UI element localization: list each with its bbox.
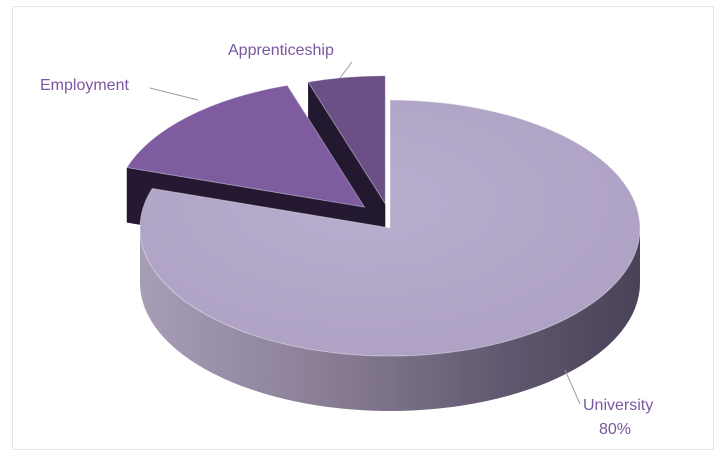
university-data-label: 80% (599, 421, 631, 438)
university-label: University (583, 397, 653, 414)
employment-leader-line (149, 87, 199, 101)
apprenticeship-slice-edge-0 (308, 81, 386, 259)
university-slice-rim (140, 228, 640, 411)
apprenticeship-label: Apprenticeship (228, 42, 334, 59)
university-slice (139, 99, 641, 357)
employment-slice (125, 84, 366, 208)
employment-label: Employment (40, 77, 129, 94)
university-leader-line (564, 369, 581, 405)
apprenticeship-slice (307, 75, 386, 206)
apprenticeship-leader-line (339, 61, 353, 79)
